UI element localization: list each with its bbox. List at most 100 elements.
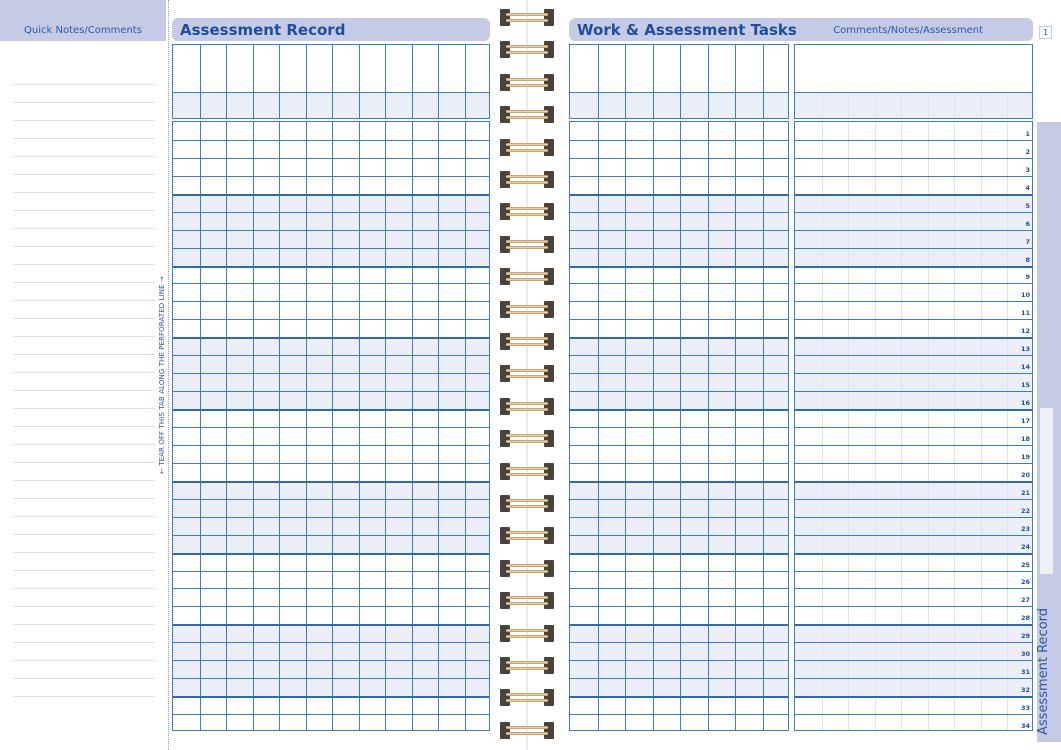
note-line[interactable]: [13, 318, 155, 319]
spiral-ring: [500, 365, 554, 383]
note-line[interactable]: [13, 354, 155, 355]
note-line[interactable]: [13, 228, 155, 229]
note-line[interactable]: [13, 210, 155, 211]
row-line: [173, 247, 489, 249]
assessment-grid[interactable]: [172, 121, 490, 731]
spiral-ring: [500, 495, 554, 512]
row-line: [173, 427, 489, 428]
note-line[interactable]: [13, 390, 155, 391]
note-line[interactable]: [13, 696, 155, 697]
note-line[interactable]: [13, 84, 155, 85]
note-line[interactable]: [13, 174, 155, 175]
row-line: [570, 678, 788, 680]
assessment-header-grid[interactable]: [172, 44, 490, 119]
note-line[interactable]: [13, 408, 155, 409]
row-number: 25: [1020, 560, 1030, 569]
note-line[interactable]: [13, 246, 155, 247]
row-shade: [795, 337, 1032, 356]
spiral-ring: [500, 333, 554, 350]
ring-end: [544, 203, 554, 221]
column-line: [1007, 93, 1009, 118]
row-line: [795, 678, 1032, 680]
note-line[interactable]: [13, 372, 155, 373]
ring-end: [544, 333, 554, 350]
note-line[interactable]: [13, 282, 155, 283]
note-line[interactable]: [13, 552, 155, 553]
row-shade: [570, 516, 788, 535]
note-line[interactable]: [13, 498, 155, 499]
row-line: [795, 211, 1032, 213]
row-shade: [570, 373, 788, 392]
note-line[interactable]: [13, 660, 155, 661]
column-line: [411, 45, 413, 118]
row-line: [570, 444, 788, 446]
row-number: 13: [1020, 345, 1030, 354]
spiral-ring: [500, 657, 554, 674]
note-line[interactable]: [13, 192, 155, 193]
note-line[interactable]: [13, 336, 155, 337]
note-line[interactable]: [13, 120, 155, 121]
row-line: [570, 480, 788, 483]
row-line: [173, 391, 489, 393]
column-line: [1007, 122, 1009, 730]
row-line: [173, 265, 489, 268]
ring-end: [500, 300, 510, 318]
note-line[interactable]: [13, 102, 155, 103]
ring-wire: [506, 569, 548, 573]
ring-end: [544, 138, 554, 156]
column-line: [597, 122, 599, 730]
row-number: 10: [1020, 291, 1030, 300]
comments-grid[interactable]: 1 2 3 4 5 6 7 8 9 10 11 12 13 14 15 16 17 18 19 20 21 22 23 24 2…: [794, 121, 1033, 731]
note-line[interactable]: [13, 606, 155, 607]
tasks-grid[interactable]: [569, 121, 789, 731]
note-line[interactable]: [13, 156, 155, 157]
ring-wire: [506, 563, 548, 567]
row-line: [570, 516, 788, 518]
row-line: [173, 444, 489, 446]
row-line: [570, 157, 788, 159]
ring-wire: [506, 537, 548, 541]
row-line: [570, 211, 788, 213]
note-line[interactable]: [13, 642, 155, 643]
ring-wire: [506, 213, 548, 217]
note-line[interactable]: [13, 678, 155, 679]
row-line: [173, 193, 489, 196]
note-line[interactable]: [13, 426, 155, 427]
quick-notes-header: [0, 0, 166, 41]
ring-end: [544, 171, 554, 188]
spiral-ring: [500, 41, 554, 59]
row-number: 5: [1025, 201, 1030, 210]
ring-wire: [506, 725, 548, 729]
column-line: [980, 93, 982, 118]
note-line[interactable]: [13, 300, 155, 301]
side-tab-label: Assessment Record: [1036, 607, 1051, 735]
note-line[interactable]: [13, 516, 155, 517]
note-line[interactable]: [13, 138, 155, 139]
note-line[interactable]: [13, 480, 155, 481]
ring-end: [500, 203, 510, 221]
note-line[interactable]: [13, 570, 155, 571]
row-shade: [795, 534, 1032, 553]
ring-wire: [506, 45, 548, 49]
row-line: [173, 157, 489, 159]
row-line: [173, 283, 489, 285]
note-line[interactable]: [13, 588, 155, 589]
note-line[interactable]: [13, 444, 155, 445]
note-line[interactable]: [13, 534, 155, 535]
row-shade: [173, 624, 489, 643]
tasks-header-grid[interactable]: [569, 44, 789, 119]
header-divider: [173, 92, 489, 93]
row-line: [173, 660, 489, 662]
row-line: [173, 552, 489, 555]
column-line: [305, 45, 307, 118]
row-shade: [173, 642, 489, 661]
row-shade: [570, 642, 788, 661]
note-line[interactable]: [13, 264, 155, 265]
note-line[interactable]: [13, 624, 155, 625]
row-line: [570, 337, 788, 340]
comments-header-grid[interactable]: [794, 44, 1033, 119]
ring-wire: [506, 13, 548, 16]
ring-end: [500, 235, 510, 253]
spiral-ring: [500, 73, 554, 91]
note-line[interactable]: [13, 462, 155, 463]
